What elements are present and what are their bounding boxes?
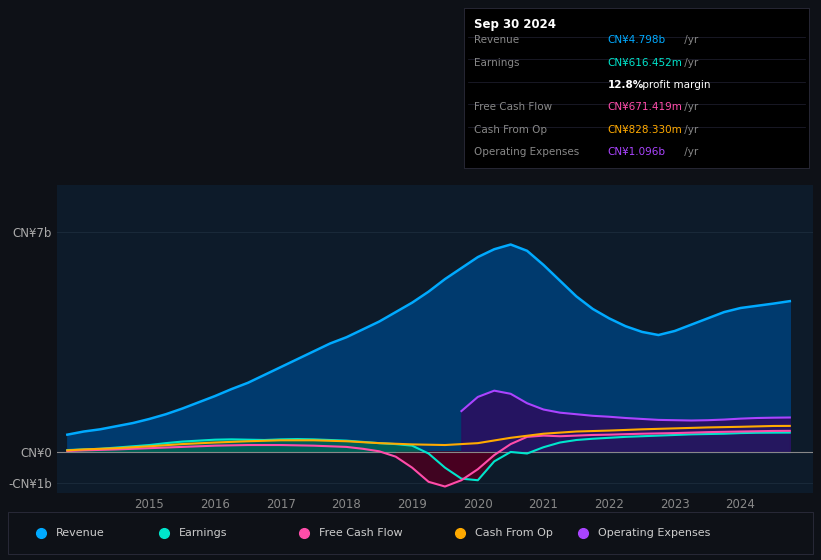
Text: /yr: /yr [681, 102, 699, 113]
Text: Sep 30 2024: Sep 30 2024 [474, 18, 556, 31]
Text: CN¥671.419m: CN¥671.419m [608, 102, 682, 113]
Text: Free Cash Flow: Free Cash Flow [474, 102, 552, 113]
Text: Cash From Op: Cash From Op [475, 529, 553, 538]
Text: Free Cash Flow: Free Cash Flow [319, 529, 402, 538]
Text: Revenue: Revenue [56, 529, 104, 538]
Text: Earnings: Earnings [179, 529, 227, 538]
Text: Revenue: Revenue [474, 35, 519, 45]
Text: CN¥1.096b: CN¥1.096b [608, 147, 666, 157]
Text: /yr: /yr [681, 147, 699, 157]
Text: Operating Expenses: Operating Expenses [474, 147, 579, 157]
Text: CN¥4.798b: CN¥4.798b [608, 35, 666, 45]
Text: CN¥616.452m: CN¥616.452m [608, 58, 682, 68]
Text: 12.8%: 12.8% [608, 80, 644, 90]
Text: /yr: /yr [681, 58, 699, 68]
Text: CN¥828.330m: CN¥828.330m [608, 125, 682, 135]
Text: /yr: /yr [681, 35, 699, 45]
Text: Operating Expenses: Operating Expenses [598, 529, 710, 538]
Text: /yr: /yr [681, 125, 699, 135]
Text: Earnings: Earnings [474, 58, 519, 68]
Text: Cash From Op: Cash From Op [474, 125, 547, 135]
Text: profit margin: profit margin [639, 80, 710, 90]
